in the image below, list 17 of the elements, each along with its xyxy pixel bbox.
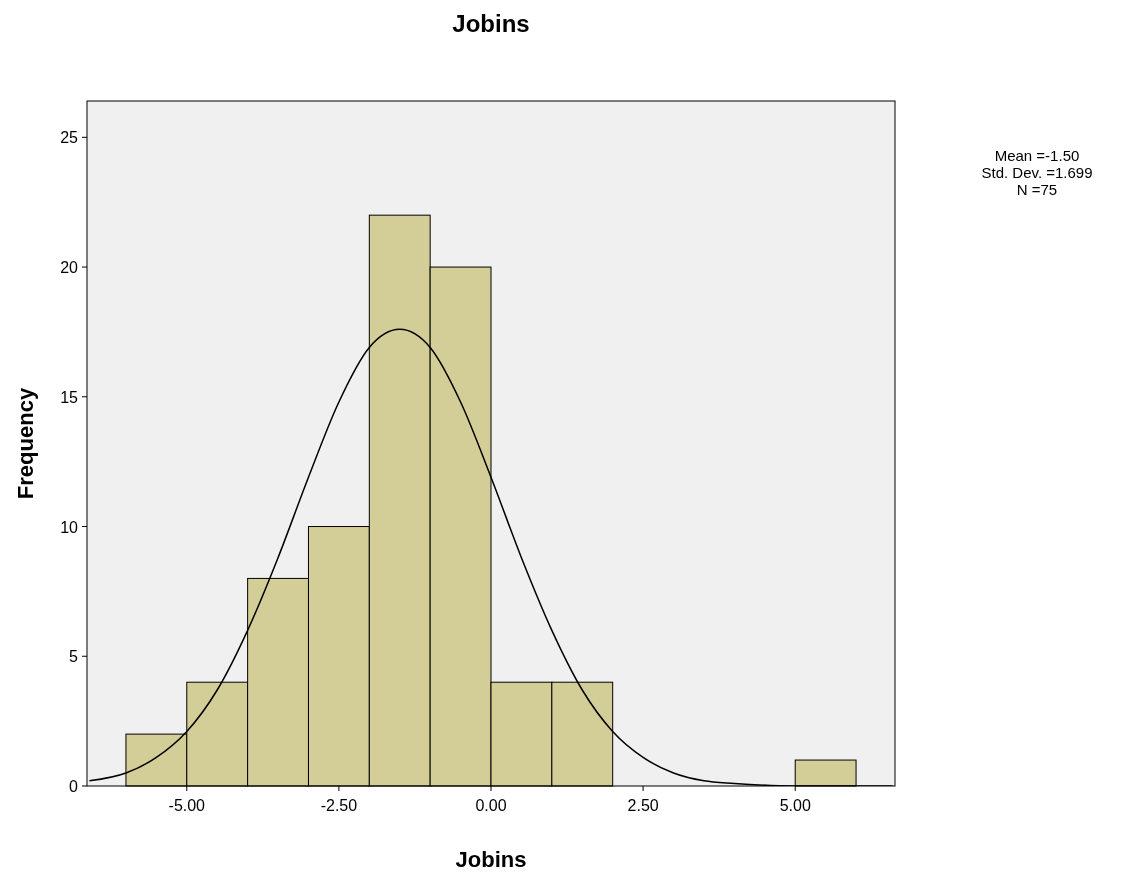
x-tick-label: 5.00 [779, 797, 811, 814]
y-tick-label: 15 [60, 388, 79, 406]
text: Std. Dev. =1.699 [981, 164, 1093, 181]
x-tick-label: -5.00 [168, 797, 206, 814]
y-tick-label: 20 [60, 259, 79, 277]
text: Mean =-1.50 [994, 147, 1080, 164]
x-tick-label: 2.50 [627, 797, 659, 814]
x-axis-title: Jobins [455, 847, 527, 872]
y-axis-title: Frequency [13, 387, 38, 500]
y-tick-label: 25 [60, 129, 79, 147]
y-tick-label: 5 [69, 648, 79, 666]
x-tick-label: -2.50 [320, 797, 358, 814]
y-tick-label: 10 [60, 518, 79, 536]
y-tick-label: 0 [69, 778, 79, 795]
x-tick-label: 0.00 [475, 797, 507, 814]
chart-title: Jobins [452, 10, 530, 37]
text: N =75 [1016, 181, 1058, 198]
